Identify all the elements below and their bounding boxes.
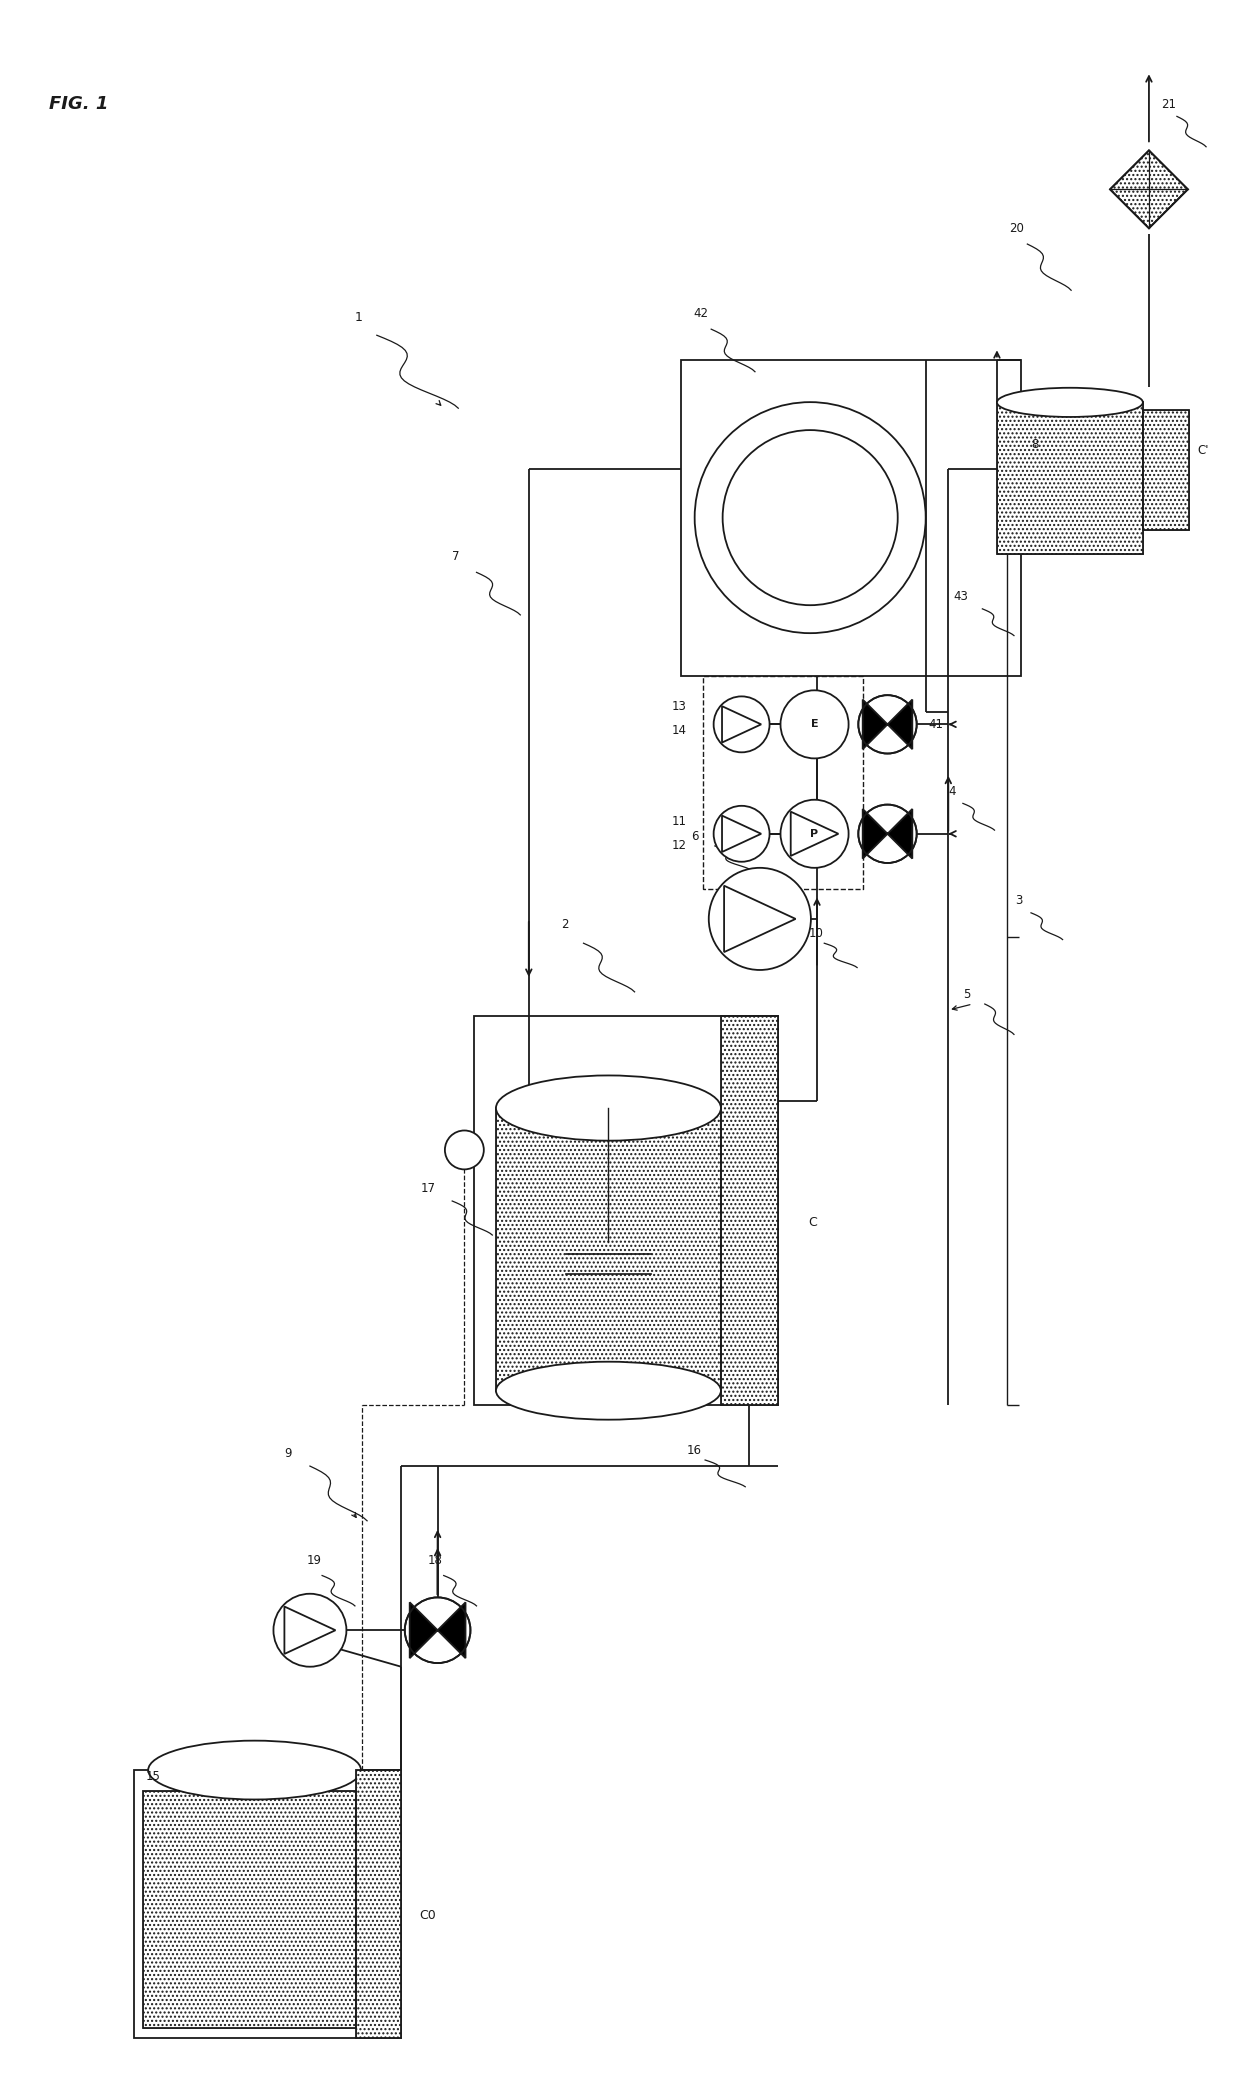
Bar	[134, 1771, 401, 2037]
Bar	[681, 360, 1022, 676]
Text: 2: 2	[562, 918, 569, 932]
Polygon shape	[722, 705, 761, 743]
Bar	[1143, 410, 1189, 531]
Polygon shape	[722, 816, 761, 851]
Circle shape	[404, 1598, 470, 1663]
Bar	[144, 1792, 356, 2027]
Text: 6: 6	[692, 830, 699, 843]
Polygon shape	[724, 887, 796, 953]
Polygon shape	[409, 1602, 465, 1659]
Text: E: E	[811, 720, 818, 728]
Text: 18: 18	[428, 1555, 443, 1567]
Text: 41: 41	[929, 718, 944, 730]
Circle shape	[723, 431, 898, 606]
Polygon shape	[791, 812, 838, 855]
Bar	[997, 402, 1143, 554]
Bar	[1143, 410, 1189, 531]
Text: 21: 21	[1161, 98, 1176, 110]
Bar	[997, 402, 1143, 554]
Text: 14: 14	[672, 724, 687, 737]
Text: C: C	[808, 1217, 817, 1230]
Text: 20: 20	[1009, 223, 1024, 235]
Circle shape	[274, 1594, 346, 1667]
Ellipse shape	[496, 1076, 720, 1140]
Text: 16: 16	[687, 1444, 702, 1457]
Text: 11: 11	[672, 816, 687, 828]
Circle shape	[780, 799, 848, 868]
Bar	[356, 1771, 401, 2037]
Bar	[496, 1107, 720, 1390]
Ellipse shape	[997, 387, 1143, 416]
Bar	[474, 1016, 777, 1405]
Circle shape	[445, 1130, 484, 1170]
Text: 42: 42	[693, 306, 708, 320]
Bar	[496, 1107, 720, 1390]
Text: 8: 8	[1030, 439, 1038, 452]
Circle shape	[694, 402, 926, 633]
Text: 1: 1	[355, 310, 362, 323]
Circle shape	[858, 695, 916, 753]
Bar	[720, 1016, 777, 1405]
Bar	[356, 1771, 401, 2037]
Circle shape	[780, 691, 848, 757]
Polygon shape	[863, 699, 913, 749]
Text: 15: 15	[146, 1769, 161, 1783]
Polygon shape	[284, 1607, 336, 1654]
Polygon shape	[863, 810, 913, 859]
Text: 43: 43	[952, 591, 967, 603]
Text: 9: 9	[284, 1448, 291, 1461]
Text: C': C'	[1198, 443, 1209, 458]
Text: C0: C0	[419, 1910, 436, 1923]
Text: 3: 3	[1016, 895, 1023, 907]
Circle shape	[709, 868, 811, 970]
Text: 10: 10	[808, 926, 823, 941]
Circle shape	[714, 805, 770, 862]
Circle shape	[858, 805, 916, 864]
Bar	[144, 1792, 356, 2027]
Text: 4: 4	[949, 785, 956, 797]
Text: 17: 17	[420, 1182, 435, 1194]
Circle shape	[714, 697, 770, 753]
Text: FIG. 1: FIG. 1	[48, 96, 108, 112]
Text: 12: 12	[672, 839, 687, 853]
Text: 19: 19	[306, 1555, 321, 1567]
Polygon shape	[1110, 150, 1188, 229]
Text: 7: 7	[453, 549, 460, 564]
Text: P: P	[811, 828, 818, 839]
Text: 13: 13	[672, 699, 687, 712]
Ellipse shape	[149, 1740, 361, 1800]
Ellipse shape	[496, 1361, 720, 1419]
Bar	[720, 1016, 777, 1405]
Text: 5: 5	[962, 988, 970, 1001]
